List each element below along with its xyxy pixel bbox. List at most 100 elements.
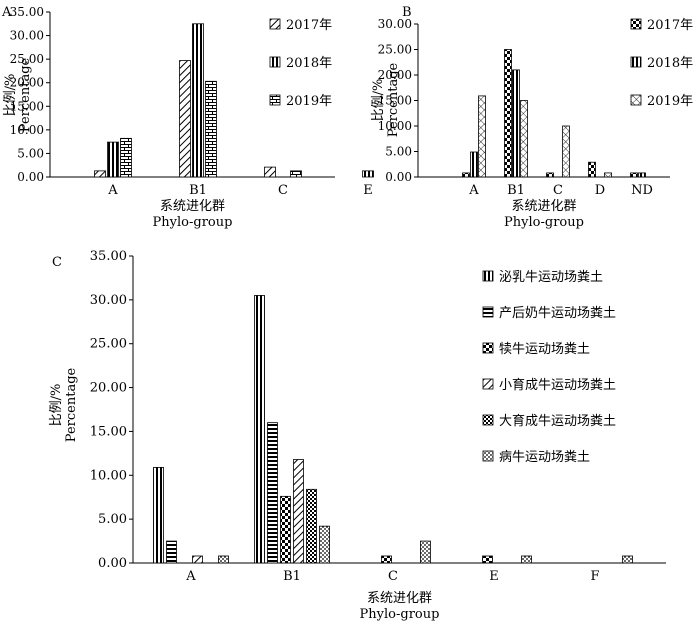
x-axis-title-cn: 系统进化群 — [367, 591, 432, 606]
bar — [192, 23, 204, 178]
y-tick-label: 10.00 — [90, 468, 127, 483]
bar — [192, 555, 203, 564]
bar — [205, 80, 217, 178]
bar — [562, 125, 570, 178]
bar — [504, 49, 512, 178]
bar — [293, 459, 304, 564]
bar — [520, 100, 528, 178]
bar — [546, 172, 554, 178]
y-axis-title-cn: 比例/% — [49, 384, 64, 427]
y-tick-label: 25.00 — [378, 43, 412, 57]
panel-label: A — [1, 5, 12, 20]
legend-label: 犊牛运动场粪土 — [499, 342, 590, 357]
bar — [306, 488, 317, 564]
y-axis-title-en: Percentage — [64, 367, 79, 442]
y-axis-title-en: Percentage — [386, 62, 401, 137]
legend-swatch — [269, 56, 281, 68]
y-axis-title-cn: 比例/% — [3, 74, 18, 117]
legend-label: 大育成牛运动场粪土 — [499, 413, 616, 429]
x-axis-title-cn: 系统进化群 — [160, 199, 225, 214]
bar — [420, 540, 431, 564]
legend-swatch — [269, 18, 281, 30]
y-tick-label: 0.00 — [98, 556, 127, 571]
legend-label: 2019年 — [286, 94, 332, 109]
bar — [462, 172, 470, 178]
x-tick-label: A — [468, 183, 479, 198]
y-tick-label: 25.00 — [90, 337, 127, 352]
y-tick-label: 10.00 — [378, 119, 412, 133]
y-tick-label: 5.00 — [98, 512, 127, 527]
y-axis-title-en: Percentage — [18, 57, 33, 132]
bar — [280, 495, 291, 564]
bar — [218, 555, 229, 564]
y-axis-title: 比例/%Percentage — [3, 57, 33, 132]
bar — [588, 161, 596, 178]
y-tick-label: 30.00 — [378, 17, 412, 31]
bar — [254, 295, 265, 564]
legend-swatch — [482, 306, 494, 318]
legend-label: 2018年 — [286, 56, 332, 71]
x-tick-label: A — [107, 183, 118, 198]
y-tick-label: 0.00 — [17, 170, 44, 184]
bar — [264, 166, 276, 178]
legend-label: 小育成牛运动场粪土 — [499, 377, 616, 393]
x-tick-label: F — [590, 569, 599, 584]
bar — [107, 141, 119, 178]
bar — [120, 137, 132, 178]
bar — [630, 172, 638, 178]
x-tick-label: C — [388, 569, 398, 584]
x-tick-label: ND — [631, 183, 653, 198]
y-tick-label: 30.00 — [90, 293, 127, 308]
y-tick-label: 25.00 — [10, 52, 44, 66]
y-axis-title-cn: 比例/% — [371, 79, 386, 122]
legend-swatch — [482, 270, 494, 282]
x-axis-title-en: Phylo-group — [360, 607, 440, 622]
legend-label: 产后奶牛运动场粪土 — [499, 306, 616, 321]
legend-label: 2017年 — [647, 18, 693, 33]
x-tick-label: E — [363, 183, 373, 198]
bar — [470, 151, 478, 178]
bar — [622, 555, 633, 564]
legend-swatch — [269, 94, 281, 106]
legend-swatch — [482, 450, 494, 462]
y-tick-label: 20.00 — [10, 76, 44, 90]
bar — [482, 555, 493, 564]
legend-label: 2017年 — [286, 18, 332, 33]
bar — [604, 172, 612, 178]
y-tick-label: 5.00 — [17, 146, 44, 160]
panel-label: B — [402, 5, 412, 20]
bar — [179, 60, 191, 178]
bar — [521, 555, 532, 564]
x-tick-label: D — [595, 183, 605, 198]
y-tick-label: 35.00 — [90, 249, 127, 264]
bar — [166, 540, 177, 564]
bar — [94, 170, 106, 178]
y-tick-label: 15.00 — [90, 424, 127, 439]
bar — [478, 95, 486, 178]
legend-label: 泌乳牛运动场粪土 — [499, 270, 603, 285]
y-tick-label: 30.00 — [10, 29, 44, 43]
y-tick-label: 10.00 — [10, 123, 44, 137]
y-tick-label: 15.00 — [378, 94, 412, 108]
legend-swatch — [482, 378, 494, 390]
x-tick-label: B1 — [283, 569, 301, 584]
legend-swatch — [482, 414, 494, 426]
chart-panel-B: B 0.00 5.00 10.00 15.00 20.00 25.00 30.00 比例/%Pe… — [371, 5, 693, 230]
bar — [290, 170, 302, 178]
x-tick-label: B1 — [189, 183, 207, 198]
bar — [362, 170, 374, 178]
legend-label: 2019年 — [647, 94, 693, 109]
x-tick-label: C — [553, 183, 563, 198]
legend-swatch — [482, 342, 494, 354]
x-axis-title-cn: 系统进化群 — [511, 199, 576, 214]
legend-swatch — [630, 94, 642, 106]
y-tick-label: 5.00 — [385, 145, 412, 159]
bar — [153, 466, 164, 564]
x-axis-title-en: Phylo-group — [504, 215, 584, 230]
bar — [267, 422, 278, 564]
y-tick-label: 0.00 — [385, 170, 412, 184]
bar — [381, 555, 392, 564]
chart-panel-A: A 0.00 5.00 10.00 15.00 20.00 25.00 30.00 35.00 比… — [1, 5, 374, 230]
panel-label: C — [52, 255, 62, 270]
